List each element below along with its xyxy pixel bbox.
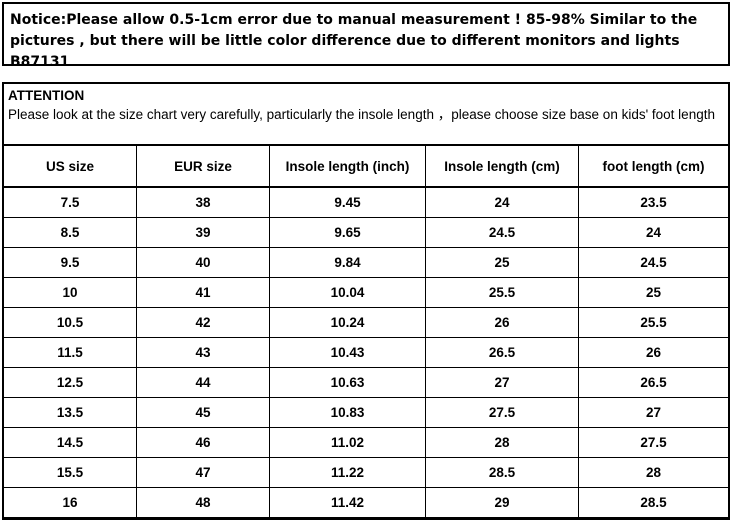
table-cell: 11.22 — [269, 458, 425, 487]
table-cell: 24.5 — [578, 248, 728, 277]
table-cell: 9.5 — [60, 255, 80, 270]
table-cell: 24.5 — [425, 218, 578, 247]
table-cell: 10.83 — [269, 398, 425, 427]
table-cell: 13.5 — [56, 405, 84, 420]
header-row: US size EUR size Insole length (inch) Insol… — [4, 144, 728, 187]
table-cell: 10.24 — [269, 308, 425, 337]
table-row: 14.5 46 11.02 28 27.5 — [4, 427, 728, 457]
table-cell: 38 — [136, 188, 269, 217]
table-cell: 7.5 — [60, 195, 80, 210]
table-row: 8.5 39 9.65 24.5 24 — [4, 217, 728, 247]
table-cell: 28.5 — [425, 458, 578, 487]
attention-block: ATTENTION Please look at the size chart … — [8, 86, 724, 124]
table-cell: 11.42 — [269, 488, 425, 517]
table-row: 15.5 47 11.22 28.5 28 — [4, 457, 728, 487]
header-cell: Insole length (cm) — [425, 146, 578, 186]
table-cell: 27 — [578, 398, 728, 427]
table-cell: 15.5 — [56, 465, 84, 480]
table-cell: 9.84 — [269, 248, 425, 277]
table-row: 10.5 42 10.24 26 25.5 — [4, 307, 728, 337]
table-cell: 28 — [578, 458, 728, 487]
table-row: 11.5 43 10.43 26.5 26 — [4, 337, 728, 367]
table-cell: 25 — [425, 248, 578, 277]
size-chart: ATTENTION Please look at the size chart … — [2, 82, 730, 520]
table-cell: 42 — [136, 308, 269, 337]
table-cell: 26.5 — [425, 338, 578, 367]
table-cell: 27.5 — [425, 398, 578, 427]
table-cell: 26 — [425, 308, 578, 337]
table-row: 16 48 11.42 29 28.5 — [4, 487, 728, 517]
table-cell: 29 — [425, 488, 578, 517]
table-cell: 10.43 — [269, 338, 425, 367]
table-cell: 27.5 — [578, 428, 728, 457]
table-cell: 24 — [425, 188, 578, 217]
table-cell: 41 — [136, 278, 269, 307]
table-cell: 10.04 — [269, 278, 425, 307]
table-row: 12.5 44 10.63 27 26.5 — [4, 367, 728, 397]
table-cell: 26 — [578, 338, 728, 367]
table-cell: 25 — [578, 278, 728, 307]
table-cell: 28.5 — [578, 488, 728, 517]
table-cell: 45 — [136, 398, 269, 427]
notice-text: Notice:Please allow 0.5-1cm error due to… — [10, 12, 698, 70]
size-table: US size EUR size Insole length (inch) Insol… — [4, 144, 728, 517]
table-cell: 16 — [62, 495, 78, 510]
table-cell: 43 — [136, 338, 269, 367]
table-cell: 26.5 — [578, 368, 728, 397]
table-cell: 28 — [425, 428, 578, 457]
table-row: 9.5 40 9.84 25 24.5 — [4, 247, 728, 277]
table-cell: 8.5 — [60, 225, 80, 240]
table-cell: 9.45 — [269, 188, 425, 217]
attention-text: Please look at the size chart very caref… — [8, 107, 715, 122]
table-cell: 39 — [136, 218, 269, 247]
attention-title: ATTENTION — [8, 88, 85, 103]
notice-box: Notice:Please allow 0.5-1cm error due to… — [2, 2, 730, 70]
table-cell: 10.5 — [56, 315, 84, 330]
table-cell: 27 — [425, 368, 578, 397]
table-cell: 9.65 — [269, 218, 425, 247]
header-cell: US size — [45, 158, 95, 174]
table-row: 13.5 45 10.83 27.5 27 — [4, 397, 728, 427]
table-cell: 48 — [136, 488, 269, 517]
table-cell: 24 — [578, 218, 728, 247]
table-cell: 40 — [136, 248, 269, 277]
table-cell: 25.5 — [425, 278, 578, 307]
table-cell: 46 — [136, 428, 269, 457]
table-cell: 12.5 — [56, 375, 84, 390]
table-cell: 10.63 — [269, 368, 425, 397]
table-cell: 47 — [136, 458, 269, 487]
table-cell: 11.02 — [269, 428, 425, 457]
table-cell: 44 — [136, 368, 269, 397]
table-cell: 14.5 — [56, 435, 84, 450]
table-cell: 11.5 — [57, 345, 83, 360]
table-cell: 23.5 — [578, 188, 728, 217]
header-cell: EUR size — [136, 146, 269, 186]
table-cell: 10 — [62, 285, 78, 300]
header-cell: foot length (cm) — [578, 146, 728, 186]
table-row: 10 41 10.04 25.5 25 — [4, 277, 728, 307]
table-cell: 25.5 — [578, 308, 728, 337]
table-row: 7.5 38 9.45 24 23.5 — [4, 187, 728, 217]
header-cell: Insole length (inch) — [269, 146, 425, 186]
